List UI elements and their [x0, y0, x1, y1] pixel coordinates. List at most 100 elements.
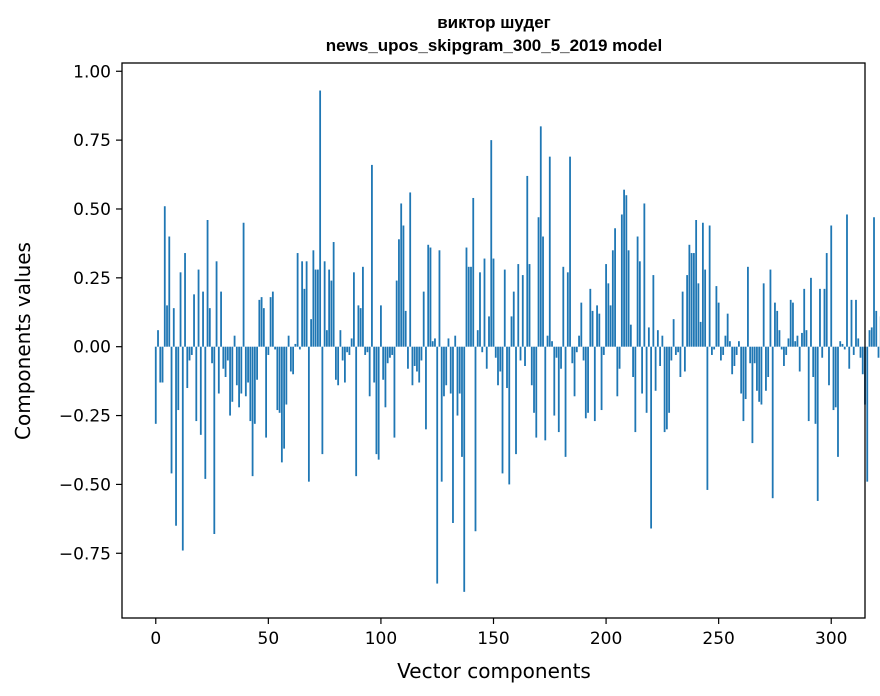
bar	[465, 247, 468, 347]
bar	[359, 308, 362, 347]
x-tick-label: 200	[590, 629, 622, 649]
bar	[828, 346, 830, 386]
bar	[247, 346, 249, 383]
bar	[539, 126, 542, 347]
bar	[463, 346, 466, 592]
bar	[735, 346, 738, 355]
bar	[614, 228, 616, 347]
bar	[256, 346, 258, 380]
bar	[625, 195, 628, 347]
bar	[251, 346, 254, 477]
bar	[341, 346, 344, 361]
bar	[298, 346, 301, 350]
bar	[375, 346, 378, 455]
bar	[431, 341, 434, 347]
bar	[537, 217, 540, 347]
bar	[697, 283, 700, 347]
bar	[681, 291, 684, 347]
bar	[711, 346, 713, 355]
bar	[852, 346, 855, 355]
bar	[506, 346, 508, 389]
bar	[283, 346, 286, 449]
bar	[841, 343, 844, 347]
bar	[400, 203, 403, 347]
bar	[492, 258, 495, 347]
bar	[393, 346, 396, 438]
bar	[323, 261, 326, 347]
bar	[535, 346, 538, 438]
bar	[229, 346, 231, 416]
bar	[418, 346, 421, 383]
bar	[382, 346, 385, 380]
bar	[859, 346, 862, 358]
bar	[521, 275, 524, 347]
bar	[474, 346, 477, 532]
bar	[312, 250, 315, 347]
bar	[717, 302, 720, 347]
bar	[652, 275, 655, 347]
bar	[434, 338, 436, 347]
bar	[289, 346, 292, 372]
bar	[348, 346, 351, 355]
bar	[857, 338, 860, 347]
bar	[287, 335, 290, 347]
bar	[346, 346, 349, 353]
bar	[188, 346, 191, 361]
bar	[404, 310, 407, 347]
y-tick-label: 0.25	[73, 269, 111, 289]
bar	[488, 316, 490, 347]
bar	[166, 305, 168, 347]
bar	[274, 346, 276, 350]
bar	[803, 288, 806, 347]
bar	[632, 346, 634, 377]
bar	[366, 346, 369, 353]
bar	[620, 214, 623, 347]
bar	[389, 346, 391, 358]
bar	[384, 346, 387, 408]
bar	[647, 327, 650, 347]
bar	[834, 346, 837, 408]
bar	[602, 346, 605, 355]
bar	[472, 197, 475, 347]
bar	[875, 310, 878, 347]
bar	[172, 308, 175, 347]
bar	[688, 244, 691, 347]
bar	[611, 250, 614, 347]
bar	[501, 346, 504, 474]
bar	[170, 346, 173, 474]
bar	[362, 266, 364, 347]
bar	[704, 269, 707, 347]
bar	[181, 346, 184, 551]
bar	[303, 288, 306, 347]
bars-group	[154, 90, 880, 592]
bar	[780, 346, 783, 350]
x-tick-label: 100	[365, 629, 397, 649]
bar	[258, 299, 261, 347]
bar	[481, 346, 484, 353]
bar	[553, 346, 556, 416]
bar	[668, 346, 671, 413]
bar	[692, 253, 695, 347]
bar	[260, 297, 263, 347]
bar	[276, 346, 279, 411]
x-tick-label: 0	[150, 629, 161, 649]
bar	[616, 346, 619, 397]
bar	[659, 346, 662, 366]
bar	[695, 220, 698, 347]
bar	[249, 346, 252, 422]
bar	[672, 319, 675, 347]
bar	[810, 277, 812, 347]
bar	[650, 346, 653, 529]
bar	[708, 225, 711, 347]
bar	[262, 308, 265, 347]
bar	[796, 335, 799, 347]
bar	[767, 346, 770, 377]
bar	[733, 346, 736, 366]
bar	[310, 319, 313, 347]
y-axis-ticks: 1.00 0.75 0.50 0.25 0.00 −0.25 −0.50 −0.75	[59, 62, 122, 564]
bar	[238, 346, 240, 408]
bar	[564, 346, 567, 457]
bar	[447, 338, 450, 347]
bar	[771, 346, 774, 499]
